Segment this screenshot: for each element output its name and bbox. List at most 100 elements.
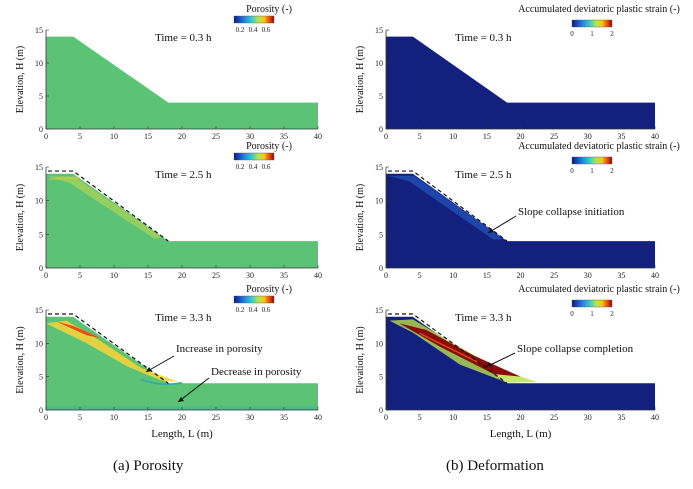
strain-high-zone [399, 323, 521, 377]
panel-porosity-1: 0 5 10 15 20 25 30 35 40 0 5 10 15 Elevation, H (m) Ti… [15, 141, 322, 280]
annotation-text: Decrease in porosity [211, 366, 302, 378]
porosity-streak [49, 177, 81, 180]
y-tick-label: 15 [375, 26, 383, 35]
x-tick-label: 25 [550, 271, 558, 280]
porosity-increase-zone [46, 320, 179, 382]
x-tick-label: 25 [550, 413, 558, 422]
x-tick-label: 35 [617, 132, 625, 141]
time-label: Time = 3.3 h [155, 312, 212, 324]
y-tick-label: 15 [375, 163, 383, 172]
y-axis-label: Elevation, H (m) [355, 46, 366, 113]
x-tick-label: 40 [314, 271, 322, 280]
x-axis-label: Length, L (m) [151, 428, 213, 440]
colorbar [233, 295, 275, 304]
porosity-high-zone [56, 321, 101, 338]
annotation-arrow [487, 215, 517, 234]
colorbar-tick-label: 0 [570, 167, 574, 175]
x-tick-label: 0 [384, 132, 388, 141]
colorbar-tick-label: 0.2 [236, 26, 245, 34]
x-tick-label: 35 [280, 132, 288, 141]
x-tick-label: 5 [418, 132, 422, 141]
annotation-arrow [177, 377, 210, 403]
initial-slope-outline [48, 313, 169, 384]
x-tick-label: 30 [584, 132, 592, 141]
x-tick-label: 30 [246, 413, 254, 422]
x-tick-label: 5 [418, 271, 422, 280]
x-tick-label: 30 [246, 132, 254, 141]
colorbar-tick-label: 0.4 [249, 306, 258, 314]
x-tick-label: 30 [584, 413, 592, 422]
y-tick-label: 0 [39, 406, 43, 415]
slope-body [386, 316, 655, 410]
colorbar-title: Accumulated deviatoric plastic strain (-… [518, 284, 680, 295]
x-tick-label: 15 [483, 132, 491, 141]
colorbar-tick-label: 0.2 [236, 306, 245, 314]
y-tick-label: 15 [375, 306, 383, 315]
y-tick-label: 10 [375, 59, 383, 68]
annotation-arrowhead [486, 362, 492, 367]
y-tick-label: 5 [39, 230, 43, 239]
colorbar-tick-label: 0 [570, 30, 574, 38]
annotation-arrowhead [178, 397, 184, 402]
y-tick-label: 5 [379, 92, 383, 101]
slope-body [46, 36, 318, 129]
x-tick-label: 25 [212, 413, 220, 422]
colorbar-title: Porosity (-) [246, 4, 292, 15]
colorbar-tick-label: 1 [590, 310, 594, 318]
x-tick-label: 10 [110, 132, 118, 141]
colorbar-tick-label: 0.6 [262, 26, 271, 34]
colorbar-title: Porosity (-) [246, 284, 292, 295]
x-tick-label: 15 [144, 271, 152, 280]
colorbar-tick-label: 1 [590, 30, 594, 38]
strain-streak [419, 332, 481, 364]
slope-body [386, 173, 655, 268]
colorbar-title: Accumulated deviatoric plastic strain (-… [518, 141, 680, 152]
time-label: Time = 2.5 h [155, 169, 212, 181]
y-axis-label: Elevation, H (m) [15, 46, 26, 113]
initial-slope-outline [48, 170, 169, 242]
x-tick-label: 10 [449, 132, 457, 141]
x-tick-label: 40 [314, 413, 322, 422]
time-label: Time = 3.3 h [455, 312, 512, 324]
y-tick-label: 10 [35, 197, 43, 206]
colorbar [571, 156, 613, 165]
x-tick-label: 15 [483, 271, 491, 280]
x-tick-label: 40 [651, 271, 659, 280]
colorbar [571, 299, 613, 308]
y-tick-label: 5 [39, 92, 43, 101]
x-tick-label: 25 [212, 132, 220, 141]
x-tick-label: 5 [418, 413, 422, 422]
colorbar-tick-label: 2 [610, 30, 614, 38]
panel-porosity-2: 0 5 10 15 20 25 30 35 40 0 5 10 15 Elevation, H (m) Ti… [15, 284, 322, 422]
x-tick-label: 20 [517, 413, 525, 422]
x-tick-label: 10 [110, 413, 118, 422]
x-tick-label: 20 [178, 271, 186, 280]
x-tick-label: 20 [517, 132, 525, 141]
x-tick-label: 15 [144, 132, 152, 141]
colorbar-tick-label: 0.2 [236, 163, 245, 171]
y-tick-label: 5 [379, 373, 383, 382]
x-tick-label: 0 [44, 271, 48, 280]
annotation-text: Increase in porosity [176, 343, 263, 355]
colorbar-tick-label: 0.6 [262, 306, 271, 314]
x-tick-label: 35 [617, 413, 625, 422]
y-tick-label: 0 [39, 264, 43, 273]
x-tick-label: 15 [144, 413, 152, 422]
time-label: Time = 0.3 h [455, 32, 512, 44]
x-tick-label: 40 [314, 132, 322, 141]
x-tick-label: 15 [483, 413, 491, 422]
x-tick-label: 0 [44, 413, 48, 422]
x-tick-label: 25 [212, 271, 220, 280]
x-tick-label: 0 [44, 132, 48, 141]
time-label: Time = 0.3 h [155, 32, 212, 44]
slope-body [46, 173, 318, 268]
x-tick-label: 35 [280, 413, 288, 422]
x-tick-label: 10 [110, 271, 118, 280]
x-tick-label: 0 [384, 271, 388, 280]
colorbar-tick-label: 0.4 [249, 26, 258, 34]
colorbar-tick-label: 0.4 [249, 163, 258, 171]
y-tick-label: 15 [35, 306, 43, 315]
x-tick-label: 30 [584, 271, 592, 280]
